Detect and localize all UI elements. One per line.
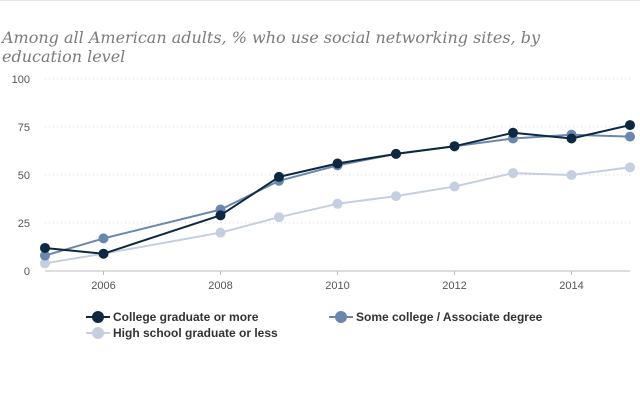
data-point	[391, 191, 401, 202]
data-point	[274, 171, 284, 182]
series-lines	[40, 120, 635, 269]
line-chart: 0 25 50 75 100 2006 2008 2010 2012 2014	[12, 74, 635, 292]
data-point	[40, 242, 50, 253]
data-point	[508, 127, 518, 138]
chart-title: Among all American adults, % who use soc…	[2, 28, 540, 66]
data-point	[40, 258, 50, 269]
data-point	[274, 212, 284, 223]
legend-label: High school graduate or less	[113, 326, 278, 340]
y-tick-label: 50	[18, 170, 30, 182]
series-2	[40, 162, 635, 269]
legend-marker-icon	[86, 311, 110, 323]
top-divider	[0, 0, 640, 1]
y-tick-label: 75	[18, 122, 30, 134]
x-tick-label: 2012	[442, 280, 466, 292]
data-point	[332, 198, 343, 209]
x-axis-ticks: 2006 2008 2010 2012 2014	[91, 271, 584, 292]
data-point	[98, 248, 109, 259]
series-1	[40, 129, 635, 261]
data-point	[566, 170, 577, 180]
data-point	[40, 250, 50, 261]
data-point	[566, 133, 577, 144]
data-point	[391, 148, 401, 159]
data-point	[449, 141, 460, 152]
data-point	[508, 168, 518, 179]
data-point	[98, 233, 109, 244]
x-tick-label: 2006	[91, 280, 115, 292]
y-tick-label: 100	[12, 74, 30, 86]
series-line	[44, 124, 631, 255]
y-tick-label: 25	[18, 218, 30, 230]
series-0	[40, 120, 635, 259]
gridlines	[45, 78, 630, 224]
data-point	[625, 162, 635, 173]
data-point	[215, 210, 226, 221]
legend-item-high-school[interactable]: High school graduate or less	[86, 325, 278, 341]
x-tick-label: 2014	[559, 280, 583, 292]
legend-label: Some college / Associate degree	[356, 310, 543, 324]
legend: College graduate or more Some college / …	[86, 309, 626, 349]
data-point	[215, 227, 226, 238]
x-tick-label: 2010	[325, 280, 349, 292]
y-axis: 0 25 50 75 100	[12, 74, 30, 278]
data-point	[332, 158, 343, 169]
legend-item-college-graduate[interactable]: College graduate or more	[86, 309, 258, 325]
series-line	[44, 133, 631, 257]
legend-label: College graduate or more	[113, 310, 259, 324]
series-line	[44, 166, 631, 265]
data-point	[625, 120, 635, 131]
data-point	[449, 181, 460, 192]
data-point	[625, 131, 635, 142]
x-tick-label: 2008	[208, 280, 232, 292]
y-tick-label: 0	[24, 266, 30, 278]
legend-marker-icon	[329, 311, 353, 323]
legend-marker-icon	[86, 327, 110, 339]
legend-item-some-college[interactable]: Some college / Associate degree	[329, 309, 542, 325]
